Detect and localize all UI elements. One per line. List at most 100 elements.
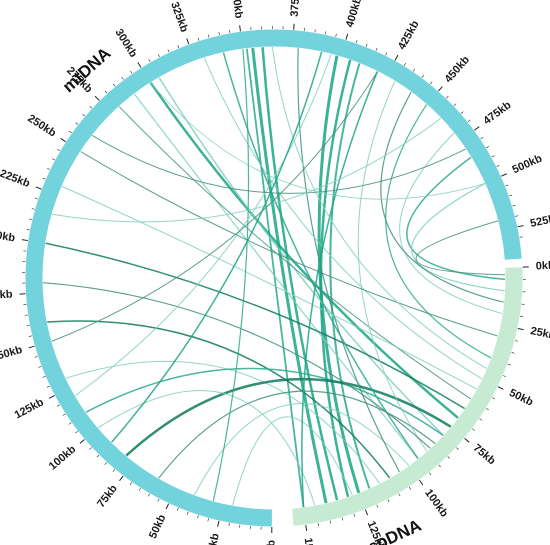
cpdna-tick <box>492 397 496 400</box>
mtdna-tick <box>491 155 495 158</box>
link-ribbon <box>51 117 442 223</box>
mtdna-tick <box>453 103 457 107</box>
cpdna-tick-label: 100kb <box>422 487 450 520</box>
mtdna-tick <box>186 511 189 515</box>
mtdna-tick <box>412 68 416 72</box>
mtdna-tick <box>375 47 378 51</box>
link-ribbon <box>51 71 378 342</box>
mtdna-tick-label: 475kb <box>481 99 513 127</box>
cpdna-tick <box>517 327 524 331</box>
cpdna-tick <box>507 363 511 366</box>
mtdna-tick <box>486 146 490 149</box>
link-ribbon <box>118 106 472 400</box>
mtdna-tick <box>46 385 50 388</box>
mtdna-tick <box>148 59 151 63</box>
link-ribbon <box>411 183 505 292</box>
link-ribbon <box>406 156 506 281</box>
mtdna-tick <box>403 63 406 66</box>
cpdna-tick <box>514 340 519 342</box>
mtdna-tick <box>167 49 170 53</box>
mtdna-tick <box>325 31 327 35</box>
mtdna-tick <box>509 194 513 197</box>
link-ribbon <box>319 59 352 498</box>
mtdna-tick <box>365 43 368 47</box>
mtdna-tick <box>113 83 116 87</box>
mtdna-tick <box>38 366 42 368</box>
link-ribbon <box>271 46 487 369</box>
link-ribbon <box>47 320 391 479</box>
cpdna-tick <box>511 352 515 354</box>
mtdna-tick <box>186 38 190 45</box>
cpdna-tick-label: 0kb <box>535 260 550 273</box>
link-ribbon <box>261 47 339 501</box>
link-ribbon <box>61 185 477 390</box>
mtdna-tick <box>177 45 180 49</box>
mtdna-tick-label: 50kb <box>147 513 169 541</box>
cpdna-tick <box>408 486 412 490</box>
mtdna-tick <box>26 325 30 327</box>
mtdna-tick <box>51 158 55 161</box>
mtdna-tick <box>208 34 210 38</box>
cpdna-tick <box>387 499 390 503</box>
mtdna-tick <box>75 430 78 434</box>
mtdna-tick <box>474 126 480 131</box>
mtdna-tick-label: 175kb <box>0 288 13 302</box>
link-ribbon <box>97 390 316 506</box>
mtdna-tick <box>460 111 464 114</box>
mtdna-tick <box>31 208 35 210</box>
link-ribbon <box>203 57 483 380</box>
mtdna-tick <box>157 54 160 58</box>
mtdna-segment-arc <box>25 29 522 527</box>
mtdna-tick-label: 225kb <box>0 168 32 190</box>
mtdna-tick <box>47 167 50 170</box>
cpdna-tick <box>317 523 319 527</box>
mtdna-tick-label: 350kb <box>229 0 245 19</box>
link-ribbon <box>85 367 444 436</box>
link-ribbon <box>74 54 332 397</box>
link-ribbon <box>222 52 419 460</box>
cpdna-tick <box>438 464 441 468</box>
mtdna-tick <box>197 515 199 519</box>
cpdna-segment-arc <box>292 267 523 526</box>
mtdna-tick-label: 125kb <box>13 396 46 421</box>
link-ribbon <box>150 82 485 200</box>
mtdna-tick <box>89 105 93 109</box>
mtdna-tick <box>112 469 115 472</box>
mtdna-tick-label: 450kb <box>442 54 472 86</box>
mtdna-tick <box>218 32 220 36</box>
link-ribbon <box>194 403 410 496</box>
mtdna-tick-label: 150kb <box>0 344 24 364</box>
mtdna-tick <box>62 413 66 416</box>
cpdna-tick <box>329 520 332 524</box>
cpdna-tick <box>353 513 356 517</box>
mtdna-tick <box>94 95 100 101</box>
cpdna-tick <box>428 472 432 476</box>
mtdna-tick <box>229 29 231 33</box>
mtdna-tick <box>119 475 124 482</box>
link-ribbon <box>158 77 444 436</box>
link-ribbon <box>399 132 503 315</box>
mtdna-tick-label: 425kb <box>396 19 422 52</box>
link-ribbon <box>245 48 305 508</box>
link-ribbon <box>297 48 400 473</box>
mtdna-tick <box>104 462 107 465</box>
mtdna-tick <box>121 77 124 80</box>
mtdna-tick <box>496 164 500 167</box>
mtdna-tick <box>79 439 85 444</box>
link-ribbon <box>125 377 452 457</box>
mtdna-tick <box>147 493 150 497</box>
mtdna-tick-label: 250kb <box>25 112 58 139</box>
mtdna-tick <box>104 90 108 94</box>
mtdna-tick <box>57 148 61 152</box>
link-ribbon <box>380 91 504 303</box>
mtdna-tick-label: 100kb <box>47 443 79 473</box>
mtdna-tick <box>138 488 141 491</box>
mtdna-tick <box>69 130 72 134</box>
mtdna-tick-label: 375kb <box>289 0 303 17</box>
mtdna-tick <box>35 186 42 190</box>
mtdna-tick <box>394 54 399 61</box>
cpdna-tick <box>479 418 483 421</box>
cpdna-tick <box>305 524 308 531</box>
link-ribbon <box>415 220 505 276</box>
mtdna-tick <box>34 197 38 200</box>
